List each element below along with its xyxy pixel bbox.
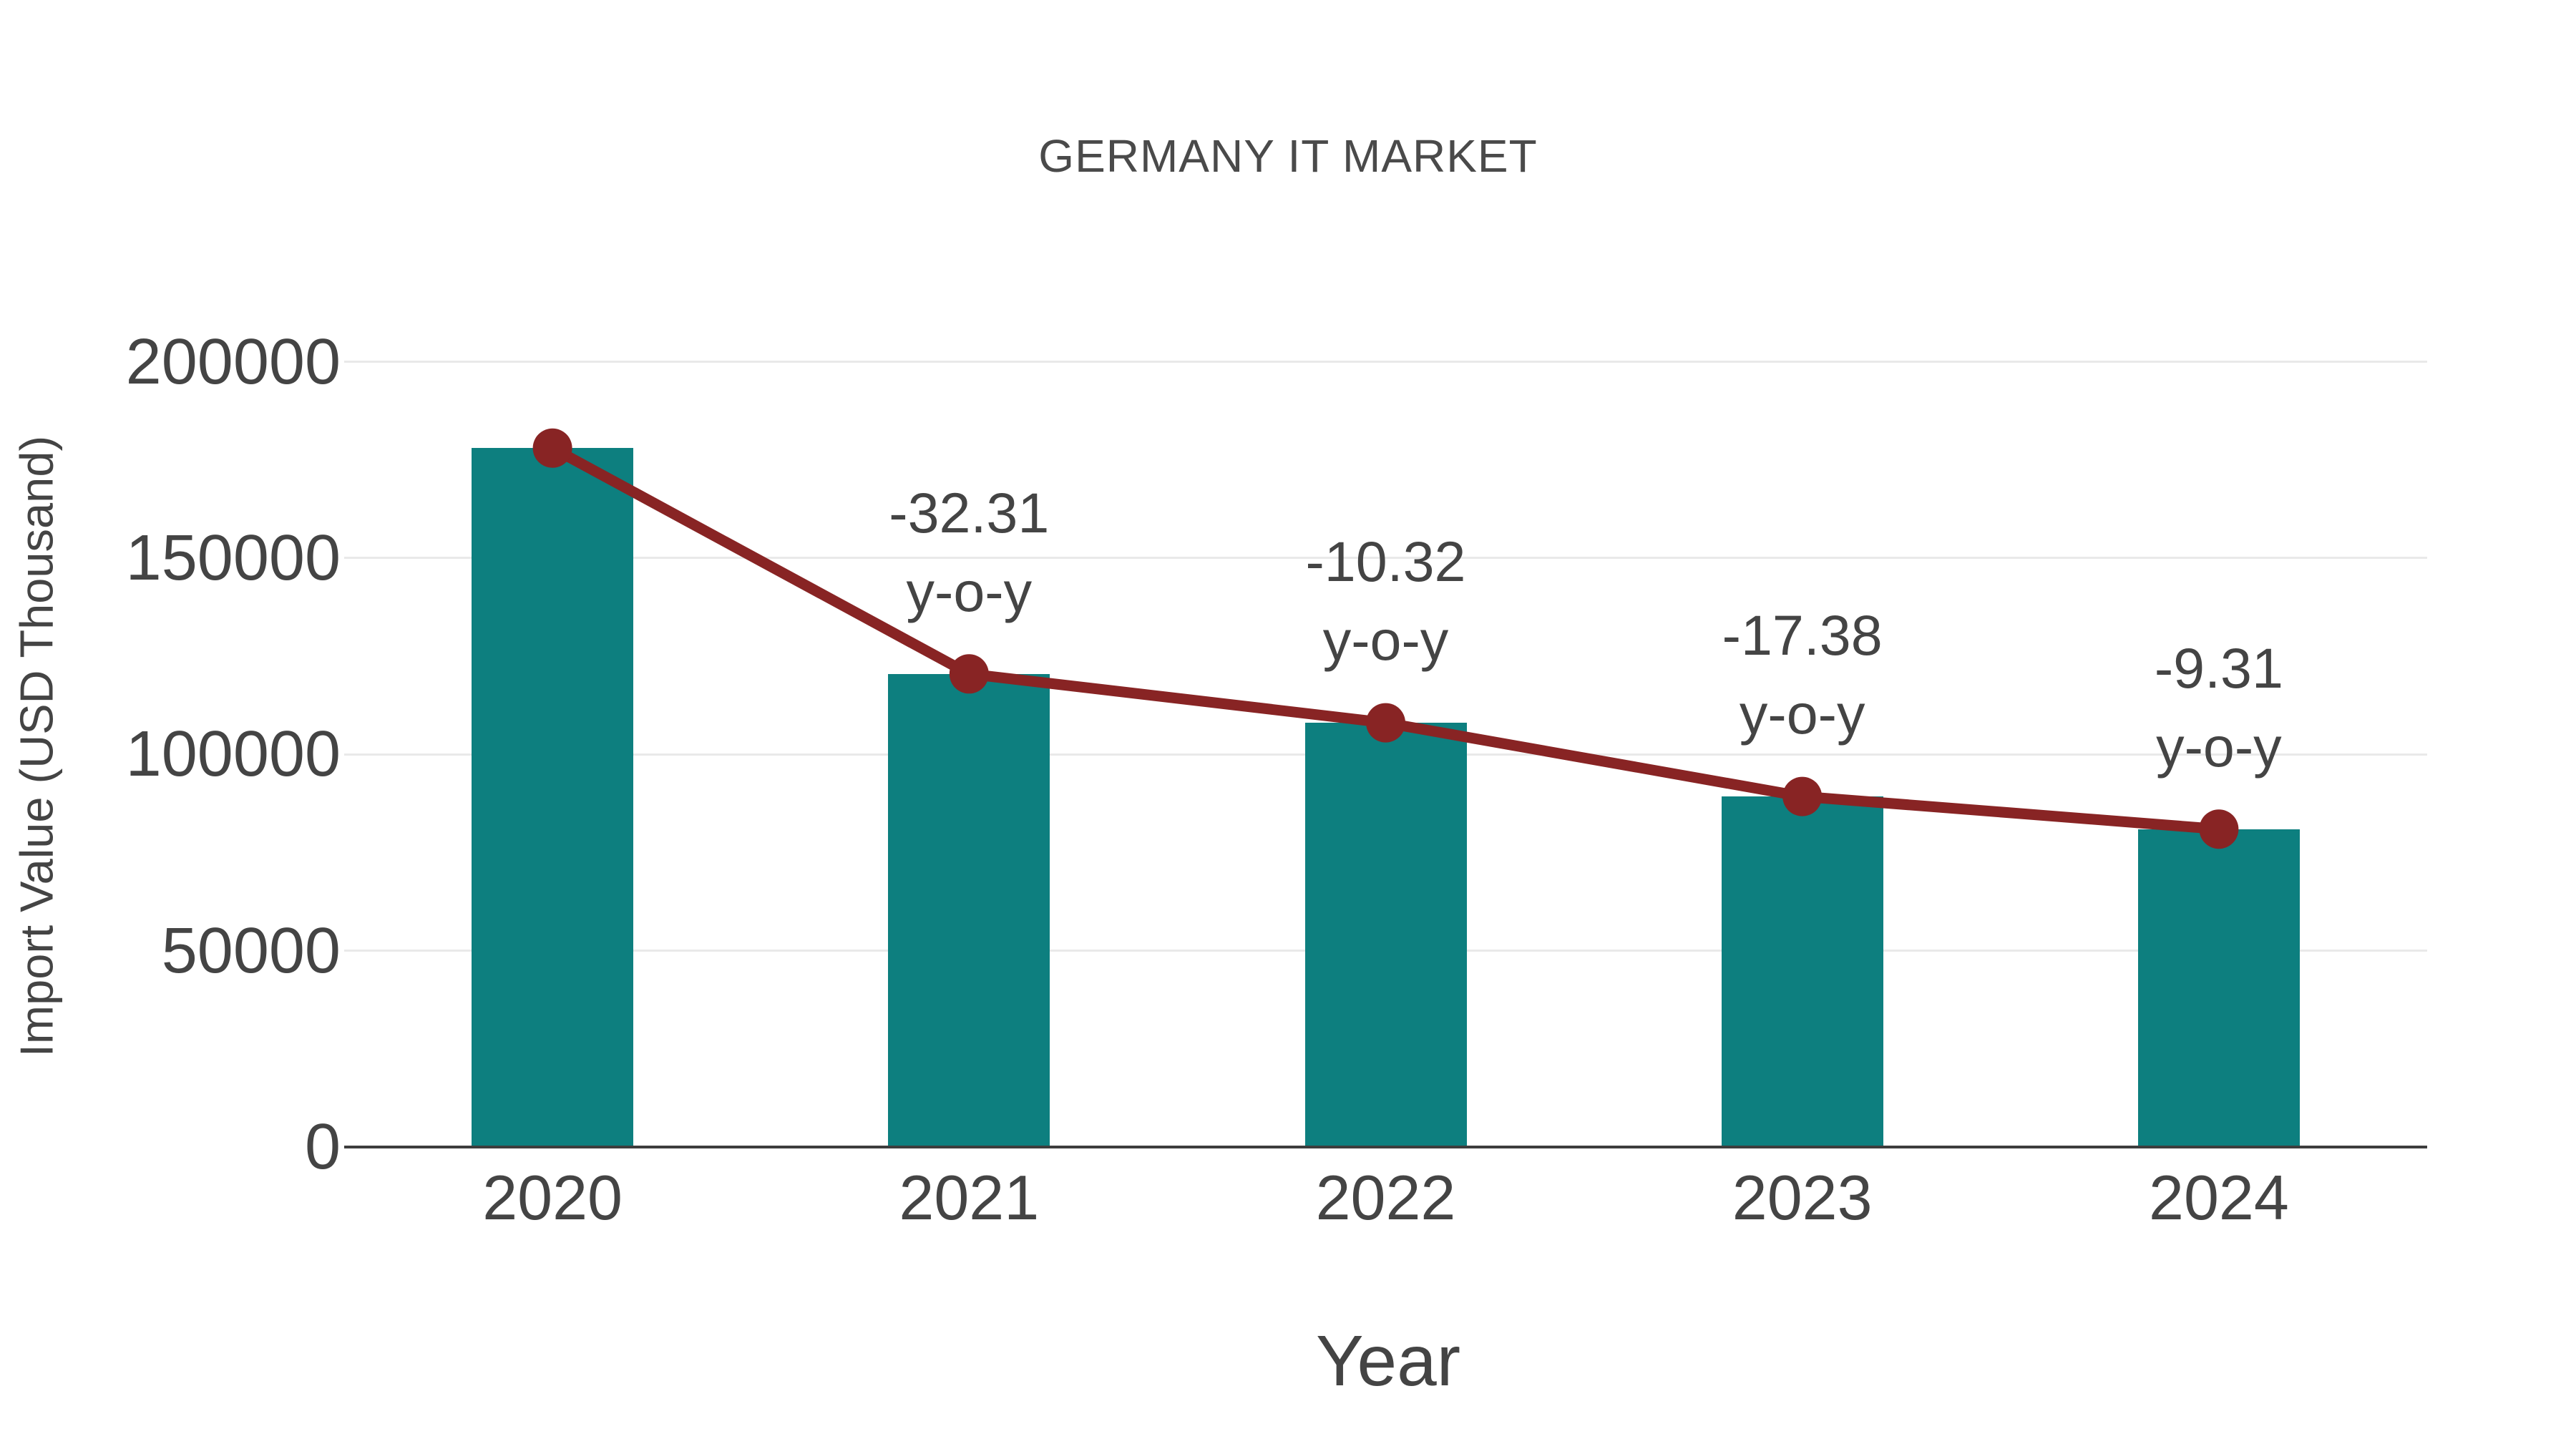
- yoy-annotation-2024: -9.31 y-o-y: [1968, 629, 2469, 786]
- bar-2021: [888, 673, 1050, 1147]
- yoy-annotation-2022: -10.32 y-o-y: [1136, 522, 1636, 680]
- yoy-annotation-line: -17.38: [1722, 603, 1883, 668]
- x-tick-2022: 2022: [1315, 1162, 1456, 1233]
- x-axis-title: Year: [1315, 1321, 1461, 1401]
- yoy-annotation-line: y-o-y: [906, 559, 1033, 623]
- bar-2020: [472, 448, 634, 1147]
- y-tick-label-0: 0: [304, 1111, 341, 1183]
- gridline-200000: [344, 361, 2427, 363]
- yoy-annotation-line: y-o-y: [1322, 608, 1449, 673]
- bar-2024: [2137, 829, 2300, 1147]
- y-tick-label-100000: 100000: [125, 718, 341, 791]
- yoy-annotation-line: -10.32: [1305, 530, 1466, 594]
- x-axis-line: [344, 1146, 2427, 1148]
- yoy-annotation-line: -32.31: [889, 480, 1050, 545]
- y-axis-title: Import Value (USD Thousand): [10, 435, 63, 1058]
- x-tick-2021: 2021: [899, 1162, 1040, 1233]
- yoy-annotation-2021: -32.31 y-o-y: [718, 474, 1219, 631]
- bar-2023: [1721, 796, 1883, 1147]
- x-tick-2020: 2020: [482, 1162, 623, 1233]
- yoy-annotation-line: y-o-y: [2156, 714, 2282, 779]
- yoy-annotation-line: y-o-y: [1739, 682, 1865, 746]
- yoy-annotation-line: -9.31: [2154, 635, 2283, 700]
- yoy-annotation-2023: -17.38 y-o-y: [1552, 596, 2053, 753]
- chart-title: GERMANY IT MARKET: [1038, 130, 1538, 182]
- bar-2022: [1304, 723, 1467, 1147]
- x-tick-2023: 2023: [1732, 1162, 1873, 1233]
- x-tick-2024: 2024: [2149, 1162, 2289, 1233]
- y-tick-label-150000: 150000: [125, 522, 341, 594]
- y-tick-label-50000: 50000: [161, 914, 341, 987]
- y-tick-label-200000: 200000: [125, 326, 341, 398]
